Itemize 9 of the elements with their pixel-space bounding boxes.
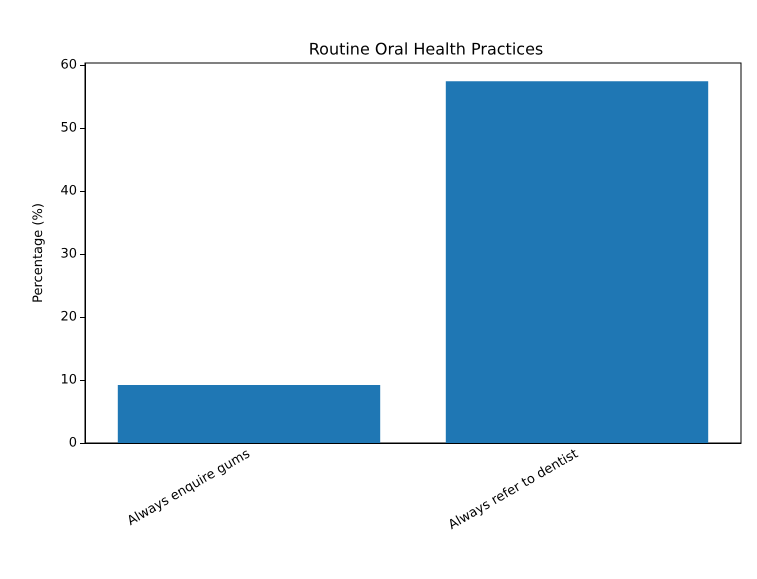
y-tick-label: 30	[60, 246, 77, 262]
chart-title: Routine Oral Health Practices	[308, 40, 544, 58]
y-tick-label: 60	[60, 57, 77, 72]
y-tick-label: 50	[60, 120, 77, 136]
y-tick-label: 10	[60, 372, 77, 388]
y-tick-label: 40	[60, 183, 77, 198]
y-axis-title: Percentage (%)	[31, 203, 46, 303]
y-tick-label: 20	[60, 309, 77, 324]
y-tick-label: 0	[68, 436, 77, 450]
